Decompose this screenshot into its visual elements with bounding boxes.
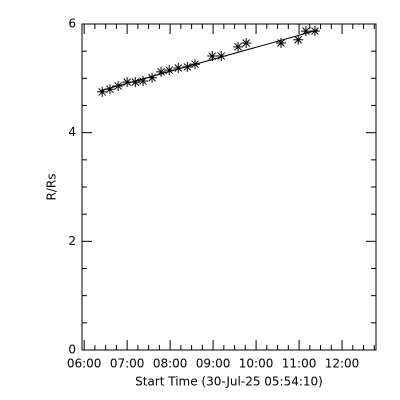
x-tick-label: 10:00 bbox=[239, 357, 274, 371]
data-point bbox=[182, 61, 193, 72]
data-point bbox=[241, 38, 252, 49]
data-point bbox=[122, 77, 133, 88]
data-point bbox=[207, 51, 218, 62]
x-tick-label: 08:00 bbox=[153, 357, 188, 371]
x-axis-label: Start Time (30-Jul-25 05:54:10) bbox=[135, 375, 323, 389]
data-point bbox=[300, 26, 311, 37]
x-tick-label: 06:00 bbox=[67, 357, 102, 371]
x-tick-label: 07:00 bbox=[110, 357, 145, 371]
y-tick-label: 2 bbox=[68, 234, 76, 248]
data-point bbox=[233, 41, 244, 52]
data-point bbox=[147, 72, 158, 83]
data-point bbox=[190, 59, 201, 70]
plot-frame bbox=[81, 23, 377, 351]
y-tick-label: 6 bbox=[68, 17, 76, 31]
data-point bbox=[173, 63, 184, 74]
x-tick-label: 12:00 bbox=[325, 357, 360, 371]
y-tick-label: 4 bbox=[68, 125, 76, 139]
data-point bbox=[130, 77, 141, 88]
data-point bbox=[138, 76, 149, 87]
data-point bbox=[113, 80, 124, 91]
x-tick-label: 11:00 bbox=[282, 357, 317, 371]
y-tick-label: 0 bbox=[68, 343, 76, 357]
data-point bbox=[156, 66, 167, 77]
data-point bbox=[104, 84, 115, 95]
data-point bbox=[293, 34, 304, 45]
data-point bbox=[216, 51, 227, 62]
data-point bbox=[309, 26, 320, 37]
data-point bbox=[97, 86, 108, 97]
data-point bbox=[276, 38, 287, 49]
x-tick-label: 09:00 bbox=[196, 357, 231, 371]
y-axis-label: R/Rs bbox=[45, 174, 59, 201]
data-point bbox=[164, 65, 175, 76]
